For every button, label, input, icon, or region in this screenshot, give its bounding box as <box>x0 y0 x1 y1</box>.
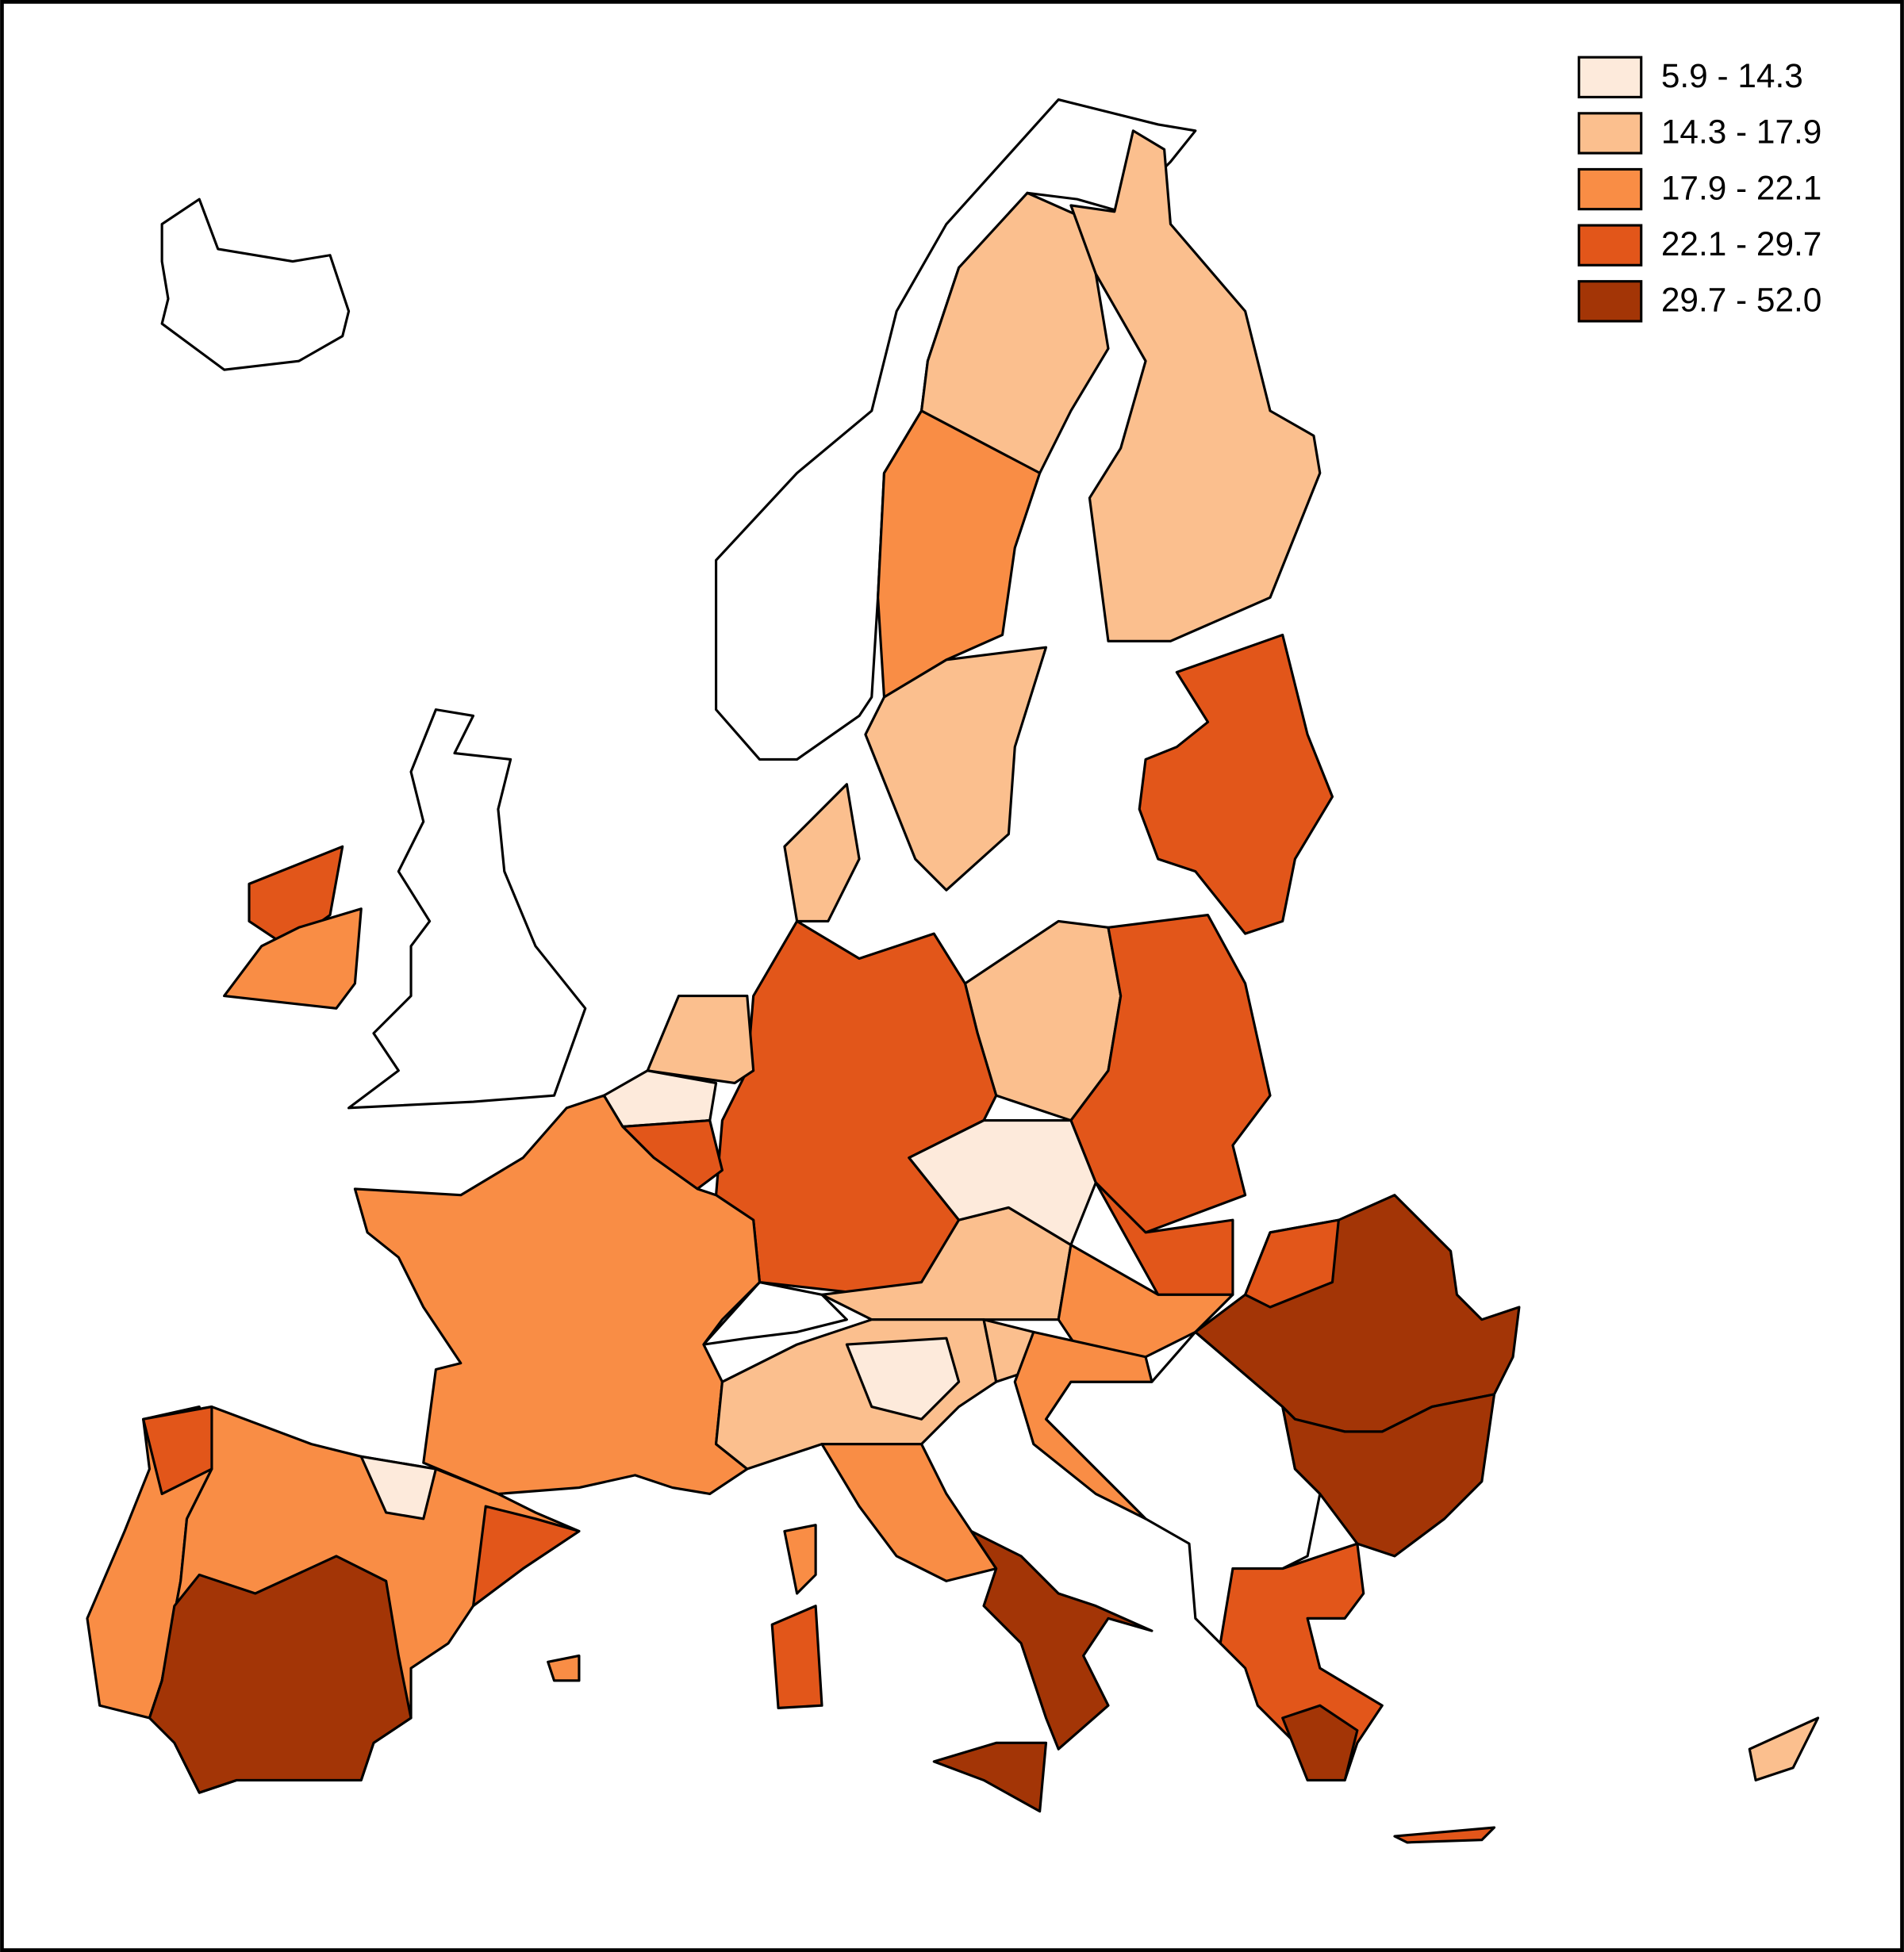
region <box>547 1654 581 1682</box>
region <box>223 907 363 1010</box>
region <box>1069 914 1272 1234</box>
region <box>1244 1218 1340 1309</box>
region <box>1069 129 1322 642</box>
region <box>877 409 1042 699</box>
region <box>845 1336 961 1421</box>
region <box>1748 1716 1820 1781</box>
region <box>471 1505 581 1608</box>
region <box>359 1455 438 1521</box>
legend-label: 22.1 - 29.7 <box>1661 225 1822 263</box>
region <box>1138 633 1334 935</box>
region <box>1281 1393 1496 1558</box>
region <box>908 1118 1097 1247</box>
region <box>347 708 587 1110</box>
legend-label: 29.7 - 52.0 <box>1661 282 1822 319</box>
region <box>770 1605 823 1709</box>
region <box>1094 1181 1234 1296</box>
regions <box>86 98 1820 1844</box>
region <box>932 1741 1048 1813</box>
region <box>148 1555 413 1794</box>
legend-label: 17.9 - 22.1 <box>1661 169 1822 206</box>
legend-swatch <box>1577 167 1643 211</box>
region <box>864 646 1048 892</box>
region <box>142 1405 213 1495</box>
legend-swatch <box>1577 112 1643 155</box>
region <box>1013 1330 1154 1521</box>
legend-swatch <box>1577 224 1643 267</box>
region <box>783 783 861 923</box>
region <box>1393 1826 1496 1844</box>
region <box>783 1524 817 1595</box>
legend-swatch <box>1577 280 1643 323</box>
legend-label: 14.3 - 17.9 <box>1661 113 1822 151</box>
legend: 5.9 - 14.3 14.3 - 17.9 17.9 - 22.1 22.1 - 2… <box>1577 56 1822 323</box>
region <box>1281 1704 1359 1781</box>
legend-swatch <box>1577 56 1643 98</box>
legend-label: 5.9 - 14.3 <box>1661 57 1803 94</box>
region <box>969 1529 1154 1751</box>
region <box>160 198 351 371</box>
region <box>646 995 755 1085</box>
